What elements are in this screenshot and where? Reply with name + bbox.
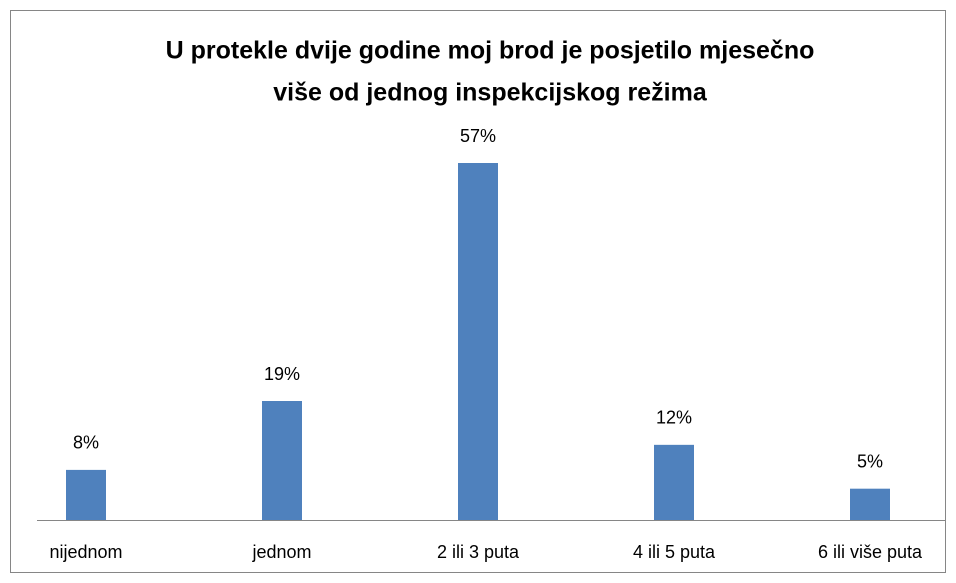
bar: [262, 401, 302, 520]
data-label: 8%: [73, 433, 99, 453]
x-tick-label: 6 ili više puta: [818, 542, 923, 562]
x-tick-label: jednom: [251, 542, 311, 562]
bar: [458, 163, 498, 520]
x-tick-label: nijednom: [49, 542, 122, 562]
bar: [66, 469, 106, 520]
chart-title: U protekle dvije godine moj brod je posj…: [166, 37, 815, 65]
data-label: 57%: [460, 126, 496, 146]
chart-title: više od jednog inspekcijskog režima: [273, 79, 708, 107]
data-label: 5%: [857, 451, 883, 471]
data-label: 12%: [656, 408, 692, 428]
data-label: 19%: [264, 364, 300, 384]
x-tick-label: 2 ili 3 puta: [437, 542, 520, 562]
x-tick-label: 4 ili 5 puta: [633, 542, 716, 562]
bar: [654, 444, 694, 520]
bar: [850, 488, 890, 520]
